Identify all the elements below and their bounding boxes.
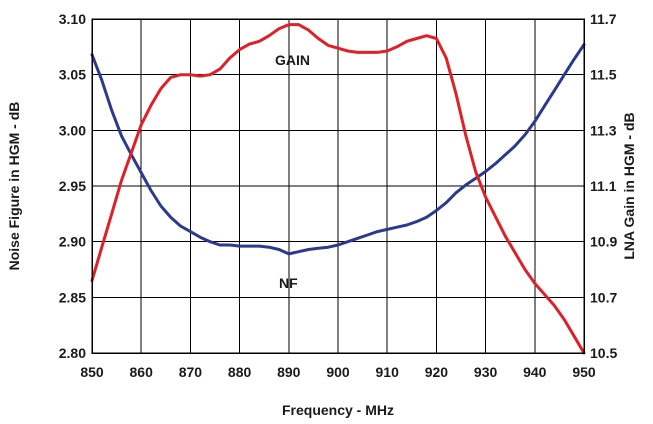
x-tick-label: 870 (179, 364, 203, 380)
y-left-tick-label: 2.80 (59, 345, 86, 361)
nf-annotation: NF (279, 275, 298, 291)
y-right-tick-label: 10.5 (590, 345, 617, 361)
y-left-tick-label: 3.10 (59, 11, 86, 27)
y-left-axis-title: Noise Figure in HGM - dB (6, 102, 22, 271)
y-left-tick-label: 2.95 (59, 178, 86, 194)
plot-frame (91, 18, 585, 354)
x-tick-label: 930 (474, 364, 498, 380)
x-tick-labels: 850 860 870 880 890 900 910 920 930 940 950 (80, 364, 596, 380)
y-left-tick-labels: 2.80 2.85 2.90 2.95 3.00 3.05 3.10 (59, 11, 86, 361)
y-right-tick-label: 11.3 (590, 122, 617, 138)
x-tick-label: 890 (277, 364, 301, 380)
x-tick-label: 940 (523, 364, 547, 380)
x-tick-label: 900 (326, 364, 350, 380)
y-right-tick-label: 10.9 (590, 234, 617, 250)
x-axis-title: Frequency - MHz (282, 402, 394, 418)
x-tick-label: 910 (376, 364, 400, 380)
y-right-axis-title: LNA Gain in HGM - dB (621, 112, 637, 259)
y-right-tick-label: 11.5 (590, 67, 617, 83)
y-right-tick-label: 11.1 (590, 178, 617, 194)
y-right-tick-label: 10.7 (590, 289, 617, 305)
gain-annotation: GAIN (275, 52, 310, 68)
y-right-tick-labels: 10.5 10.7 10.9 11.1 11.3 11.5 11.7 (590, 11, 617, 361)
y-left-tick-label: 2.85 (59, 289, 86, 305)
y-right-tick-label: 11.7 (590, 11, 617, 27)
series-layer (90, 23, 586, 355)
gain-series-line (90, 23, 586, 355)
x-tick-label: 920 (425, 364, 449, 380)
x-tick-label: 880 (228, 364, 252, 380)
y-left-tick-label: 3.00 (59, 122, 86, 138)
y-left-tick-label: 2.90 (59, 234, 86, 250)
y-left-tick-label: 3.05 (59, 67, 86, 83)
grid (91, 18, 585, 354)
nf-series-line (90, 43, 586, 256)
x-tick-label: 860 (130, 364, 154, 380)
x-tick-label: 950 (572, 364, 596, 380)
x-tick-label: 850 (80, 364, 104, 380)
